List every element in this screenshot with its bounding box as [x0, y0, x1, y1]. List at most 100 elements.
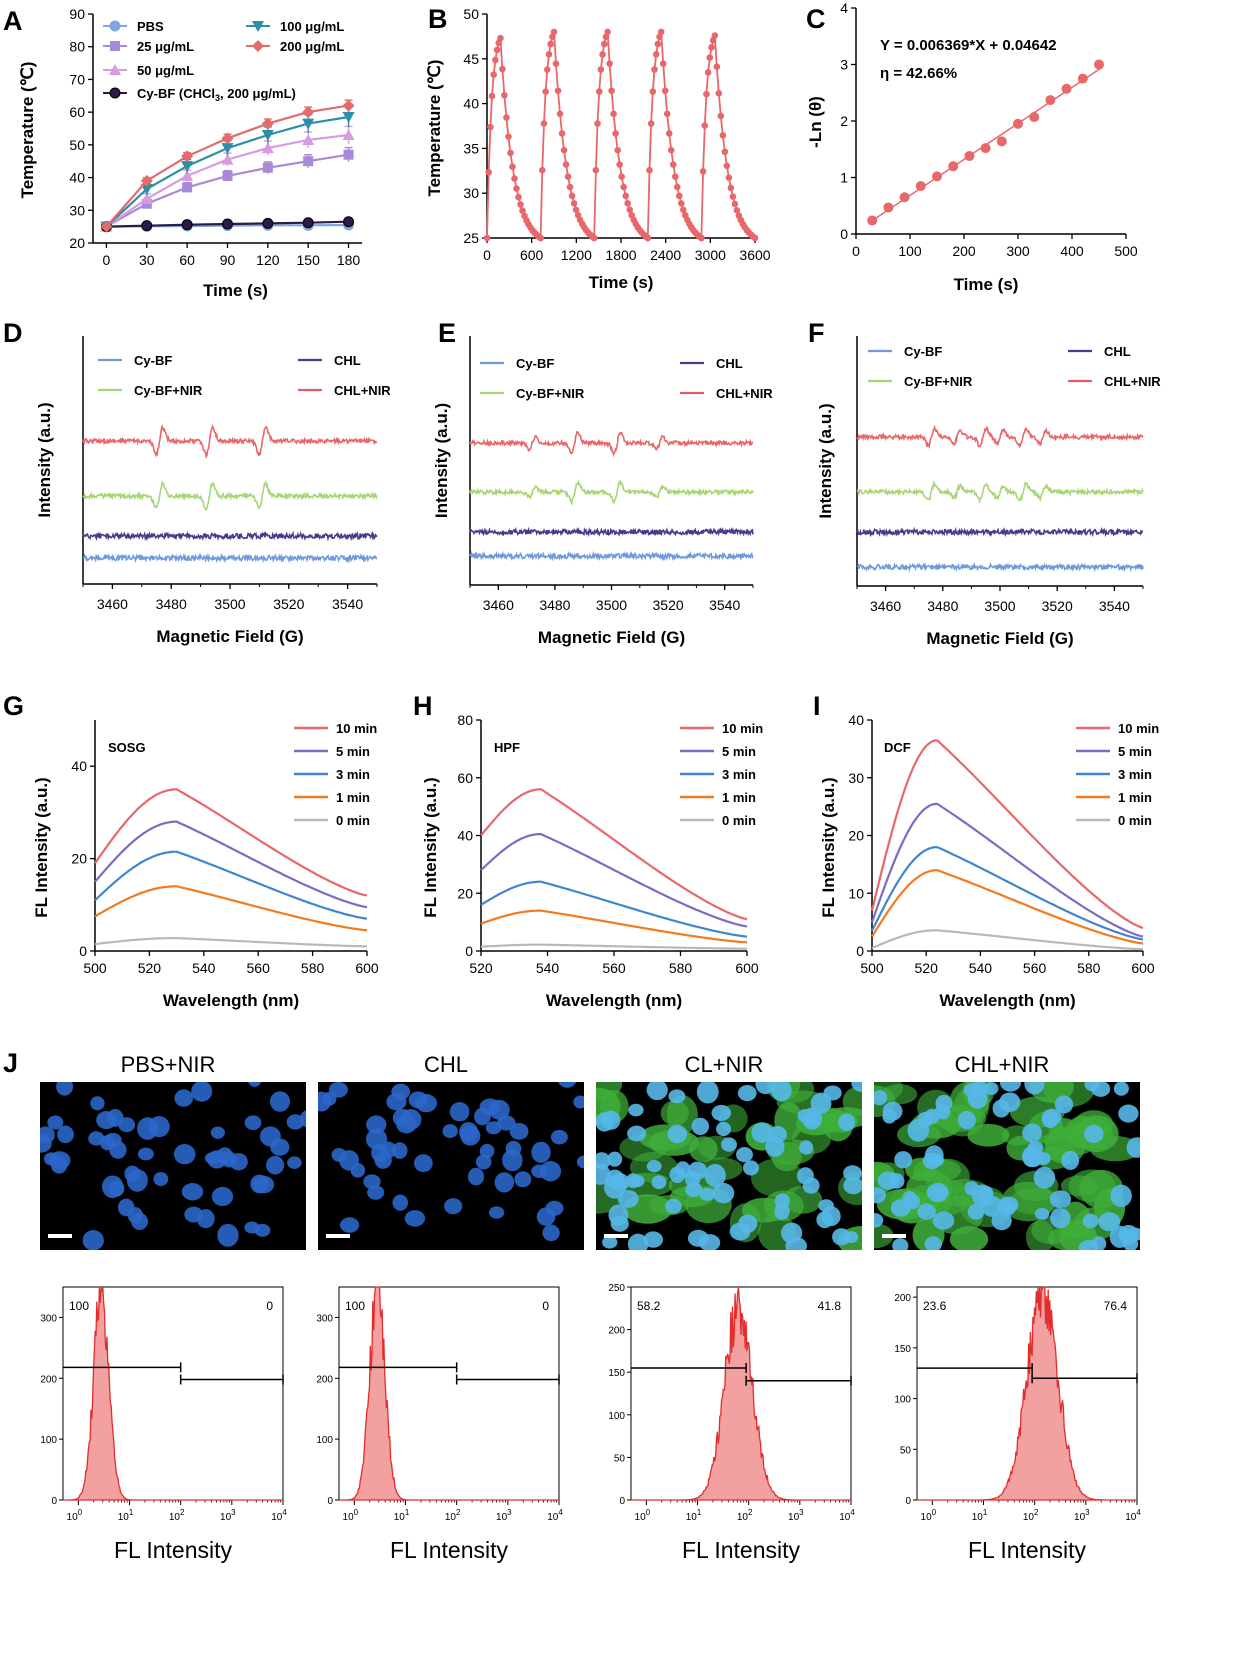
e-legend-label: Cy-BF+NIR	[516, 386, 585, 401]
chart-f: 3460 3480 3500 3520 3540 Magnetic Field (G) In…	[816, 336, 1161, 648]
micrograph-nucleus	[977, 1185, 994, 1202]
chart-a: 0 30 60 90 120 150 180 20 30 40 50 60 70 80 90 Time (s)…	[18, 6, 362, 300]
micrograph-1: PBS+NIR	[40, 1052, 306, 1250]
scale-bar	[882, 1234, 906, 1238]
micrograph-nucleus	[108, 1180, 125, 1197]
micrograph-nucleus	[874, 1187, 887, 1204]
a-legend-marker	[109, 64, 121, 75]
flow-y-tick-label: 200	[40, 1374, 57, 1385]
c-y-tick-label: 4	[840, 0, 848, 16]
d-x-tick-label: 3500	[214, 596, 245, 612]
c-data-point	[915, 180, 926, 191]
a-data-point	[342, 112, 355, 124]
micrograph-nucleus	[444, 1198, 463, 1215]
e-x-tick-label: 3480	[539, 597, 570, 613]
e-x-tick-label: 3540	[709, 597, 740, 613]
micrograph-nucleus	[88, 1131, 105, 1146]
d-legend-label: Cy-BF	[134, 353, 172, 368]
micrograph-nucleus	[892, 1238, 909, 1250]
a-y-tick-label: 60	[69, 104, 85, 120]
b-data-point	[503, 114, 510, 121]
micrograph-title: CHL	[424, 1052, 468, 1077]
micrograph-nucleus	[545, 1200, 564, 1216]
micrograph-nucleus	[967, 1088, 988, 1109]
flow-left-percent: 100	[69, 1299, 89, 1313]
micrograph-nucleus	[1049, 1190, 1072, 1209]
micrograph-nucleus	[137, 1117, 159, 1140]
b-data-point	[649, 88, 657, 95]
h-x-tick-label: 600	[735, 960, 759, 976]
e-legend-label: CHL+NIR	[716, 386, 773, 401]
i-x-tick-label: 580	[1077, 960, 1101, 976]
b-data-point	[673, 183, 681, 191]
g-x-tick-label: 600	[355, 960, 379, 976]
a-data-point	[181, 161, 194, 173]
b-data-point	[717, 112, 725, 120]
b-data-point	[483, 234, 491, 242]
micrograph-nucleus	[984, 1082, 999, 1096]
micrograph-nucleus	[737, 1085, 757, 1102]
h-legend-label: 0 min	[722, 813, 756, 828]
micrograph-cells	[318, 1082, 584, 1242]
micrograph-nucleus	[687, 1229, 709, 1247]
i-x-tick-label: 500	[860, 960, 884, 976]
flow-right-percent: 0	[266, 1299, 273, 1313]
b-data-point	[604, 28, 611, 36]
micrograph-nucleus	[270, 1138, 290, 1156]
d-x-tick-label: 3540	[332, 596, 363, 612]
c-data-point	[948, 161, 959, 172]
c-data-point	[1094, 59, 1104, 70]
b-data-point	[560, 146, 568, 154]
a-data-point	[262, 217, 274, 229]
c-data-point	[1029, 112, 1040, 123]
b-data-point	[537, 234, 544, 242]
flow-x-tick-exp: 4	[1136, 1508, 1141, 1517]
i-series-line	[871, 845, 1144, 941]
e-y-axis-title: Intensity (a.u.)	[432, 403, 451, 518]
micrograph-nucleus	[667, 1124, 688, 1144]
chart-d: 3460 3480 3500 3520 3540 Magnetic Field (G) In…	[35, 336, 391, 646]
i-series-line	[870, 802, 1144, 938]
a-legend-label: PBS	[137, 19, 164, 34]
flow-x-tick-exp: 2	[456, 1508, 461, 1517]
micrograph-nucleus	[617, 1189, 639, 1208]
micrograph-nucleus	[651, 1175, 667, 1190]
flow-x-tick-exp: 4	[282, 1508, 287, 1517]
flow-x-tick-label: 100	[343, 1508, 359, 1523]
micrograph-nucleus	[967, 1203, 985, 1220]
flow-x-tick-exp: 1	[405, 1508, 410, 1517]
micrograph-nucleus	[838, 1113, 856, 1132]
a-data-point	[140, 184, 153, 196]
b-x-tick-label: 0	[483, 247, 491, 263]
micrograph-nucleus	[729, 1222, 751, 1241]
h-y-tick-label: 80	[457, 712, 473, 728]
micrograph-nucleus	[266, 1155, 285, 1175]
f-x-tick-label: 3540	[1099, 598, 1130, 614]
c-data-point	[996, 136, 1007, 147]
micrograph-nucleus	[244, 1115, 262, 1130]
micrograph-nucleus	[646, 1160, 662, 1173]
f-legend-label: Cy-BF	[904, 344, 942, 359]
c-data-point	[1061, 83, 1072, 94]
b-data-point	[680, 206, 687, 214]
a-legend-label: 25 μg/mL	[137, 39, 194, 54]
micrograph-nucleus	[542, 1224, 560, 1242]
e-legend-label: CHL	[716, 356, 743, 371]
micrograph-nucleus	[339, 1217, 360, 1233]
b-data-point	[751, 234, 759, 242]
i-x-axis-title: Wavelength (nm)	[939, 991, 1075, 1010]
micrograph-nucleus	[173, 1143, 196, 1165]
flow-x-tick-exp: 1	[983, 1508, 988, 1517]
b-y-tick-label: 25	[463, 230, 479, 246]
b-data-point	[488, 92, 496, 100]
b-data-point	[654, 40, 662, 48]
a-data-point	[181, 150, 194, 163]
micrograph-nucleus	[414, 1154, 433, 1173]
a-legend-label-part: , 200 μg/mL)	[220, 86, 296, 101]
flow-x-tick-label: 100	[635, 1508, 651, 1523]
micrograph-nucleus	[736, 1146, 753, 1163]
b-data-point	[487, 123, 494, 131]
panel-label-e: E	[438, 318, 456, 348]
a-data-point	[100, 220, 113, 233]
h-y-axis-title: FL Intensity (a.u.)	[421, 777, 440, 917]
